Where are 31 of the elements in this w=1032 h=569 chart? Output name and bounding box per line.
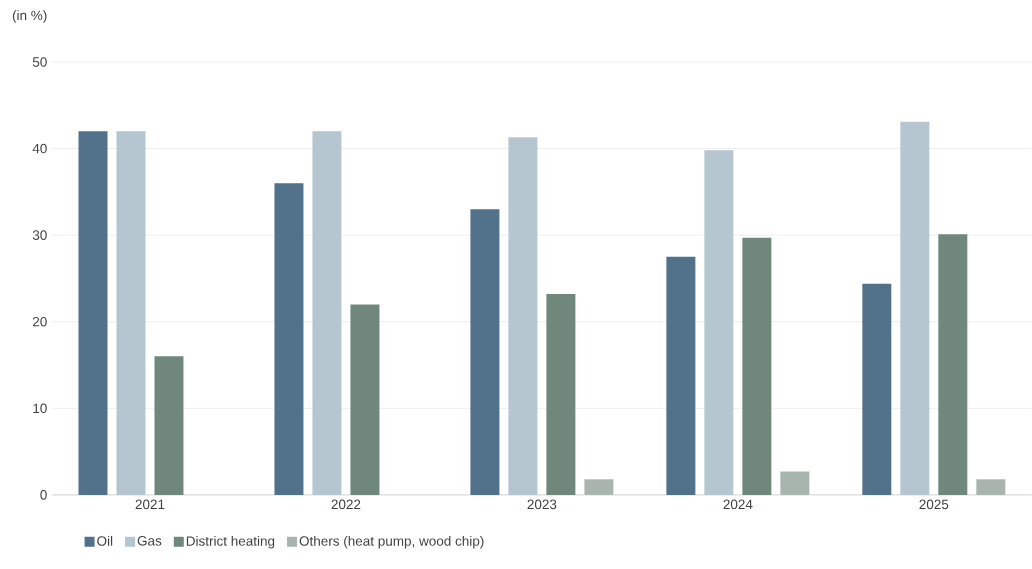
- y-tick-label: 50: [32, 57, 47, 67]
- y-axis-title: (in %): [12, 10, 47, 23]
- bar: [862, 283, 892, 495]
- bar: [742, 237, 772, 495]
- bar: [116, 131, 146, 495]
- x-tick-label: 2025: [919, 499, 949, 510]
- bar: [546, 294, 576, 495]
- y-tick-label: 10: [33, 403, 47, 414]
- bar: [704, 150, 734, 495]
- legend-label: Oil: [97, 535, 113, 546]
- bar: [350, 304, 380, 495]
- legend-label: Others (heat pump, wood chip): [299, 535, 484, 549]
- y-tick-label: 40: [32, 143, 47, 154]
- bar: [666, 256, 696, 495]
- legend-label: District heating: [186, 535, 275, 549]
- y-tick-label: 30: [32, 230, 47, 240]
- x-tick-label: 2021: [135, 499, 165, 510]
- x-tick-label: 2022: [331, 499, 361, 510]
- bar: [78, 131, 108, 495]
- x-tick-label: 2024: [723, 499, 753, 510]
- y-tick-label: 20: [32, 317, 47, 327]
- bar: [900, 121, 930, 495]
- legend-label: Gas: [137, 536, 162, 546]
- bar: [508, 137, 538, 495]
- bar: [274, 183, 304, 495]
- bar: [154, 356, 184, 495]
- x-tick-label: 2023: [527, 499, 557, 510]
- bar: [938, 234, 968, 495]
- y-tick-label: 0: [40, 490, 47, 500]
- bar: [312, 131, 342, 495]
- bar: [470, 209, 500, 495]
